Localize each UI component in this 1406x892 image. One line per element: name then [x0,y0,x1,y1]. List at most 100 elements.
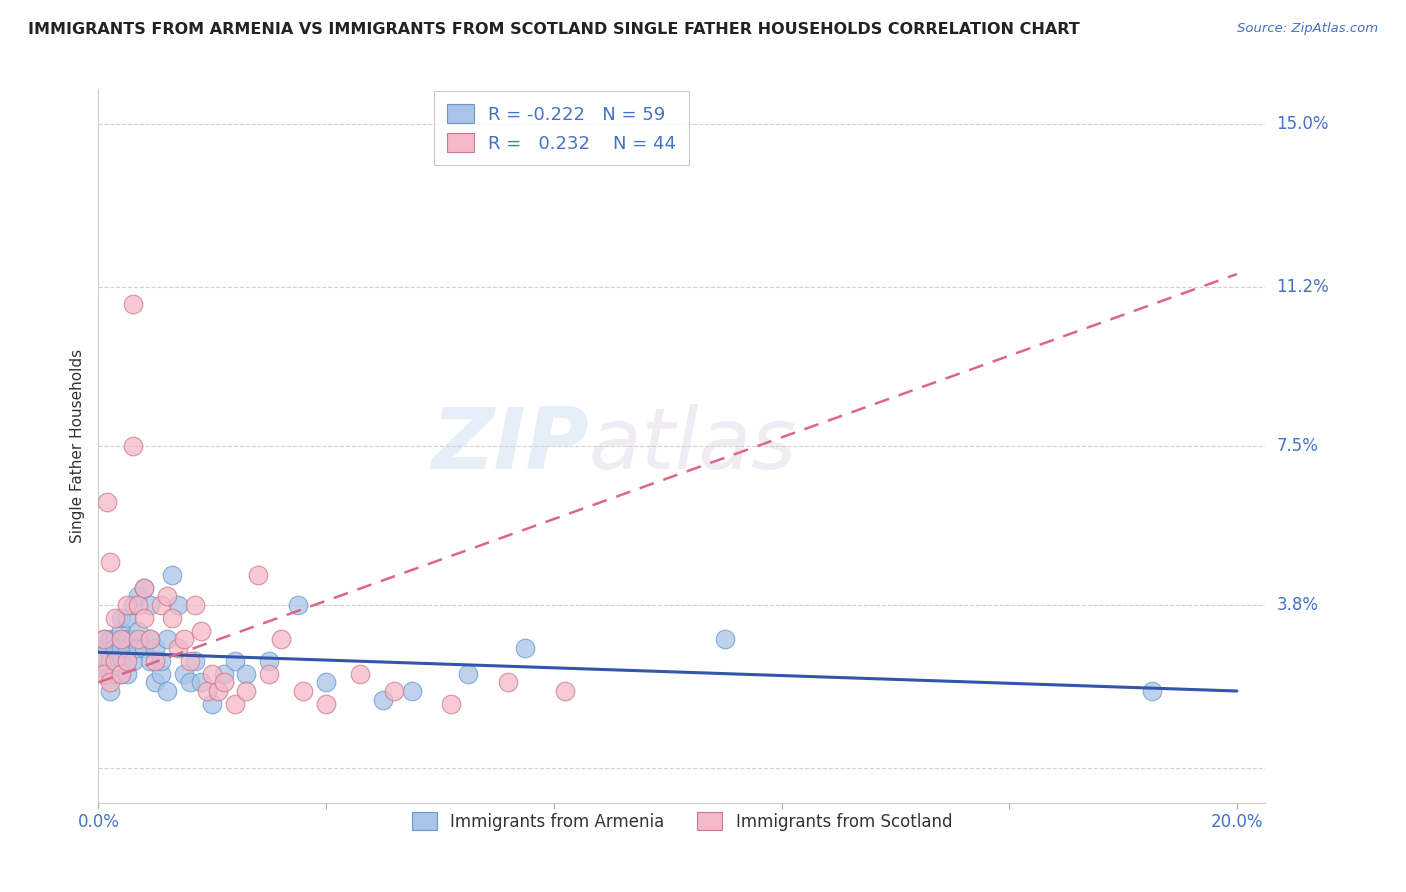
Point [115,654,138,668]
Text: Source: ZipAtlas.com: Source: ZipAtlas.com [1237,22,1378,36]
Point [93,632,115,647]
Point [115,666,138,681]
Point [138,598,160,612]
Text: 7.5%: 7.5% [1277,437,1319,455]
Point [440,697,463,711]
Point [150,654,173,668]
Point [195,684,218,698]
Point [115,641,138,656]
Point [713,632,735,647]
Point [143,654,166,668]
Point [224,697,246,711]
Point [132,581,155,595]
Point [162,611,184,625]
Point [104,632,127,647]
Point [98,684,121,698]
Text: 15.0%: 15.0% [1277,114,1329,133]
Point [115,654,138,668]
Point [498,675,520,690]
Point [104,654,127,668]
Point [98,675,121,690]
Point [167,598,190,612]
Point [121,598,143,612]
Point [257,654,280,668]
Point [110,611,132,625]
Point [257,666,280,681]
Text: atlas: atlas [589,404,797,488]
Point [287,598,309,612]
Point [90,654,112,668]
Point [349,666,371,681]
Point [401,684,423,698]
Point [104,641,127,656]
Point [110,632,132,647]
Point [143,675,166,690]
Point [201,697,224,711]
Text: 11.2%: 11.2% [1277,278,1329,296]
Point [121,654,143,668]
Point [207,684,229,698]
Point [143,641,166,656]
Point [121,632,143,647]
Point [127,598,149,612]
Point [201,666,224,681]
Text: IMMIGRANTS FROM ARMENIA VS IMMIGRANTS FROM SCOTLAND SINGLE FATHER HOUSEHOLDS COR: IMMIGRANTS FROM ARMENIA VS IMMIGRANTS FR… [28,22,1080,37]
Point [98,654,121,668]
Point [104,654,127,668]
Point [115,611,138,625]
Point [457,666,479,681]
Point [235,666,257,681]
Point [110,666,132,681]
Point [173,632,195,647]
Y-axis label: Single Father Households: Single Father Households [70,349,86,543]
Point [150,598,173,612]
Point [1140,684,1163,698]
Point [132,611,155,625]
Point [315,675,337,690]
Legend: Immigrants from Armenia, Immigrants from Scotland: Immigrants from Armenia, Immigrants from… [405,805,959,838]
Point [156,684,179,698]
Point [110,641,132,656]
Point [184,654,207,668]
Point [132,581,155,595]
Point [127,641,149,656]
Point [138,632,160,647]
Point [121,297,143,311]
Point [179,654,201,668]
Point [127,624,149,638]
Point [156,590,179,604]
Point [93,666,115,681]
Text: ZIP: ZIP [430,404,589,488]
Point [98,666,121,681]
Point [173,666,195,681]
Point [162,568,184,582]
Point [90,654,112,668]
Point [93,649,115,664]
Point [190,624,212,638]
Point [93,666,115,681]
Point [98,555,121,569]
Point [115,632,138,647]
Point [110,649,132,664]
Point [224,654,246,668]
Point [98,632,121,647]
Point [515,641,537,656]
Point [270,632,292,647]
Point [190,675,212,690]
Point [167,641,190,656]
Point [115,598,138,612]
Point [96,495,118,509]
Point [246,568,269,582]
Point [292,684,315,698]
Point [110,666,132,681]
Point [96,641,118,656]
Point [127,590,149,604]
Point [138,632,160,647]
Point [156,632,179,647]
Point [110,624,132,638]
Point [138,654,160,668]
Point [184,598,207,612]
Point [384,684,406,698]
Text: 3.8%: 3.8% [1277,596,1319,614]
Point [104,666,127,681]
